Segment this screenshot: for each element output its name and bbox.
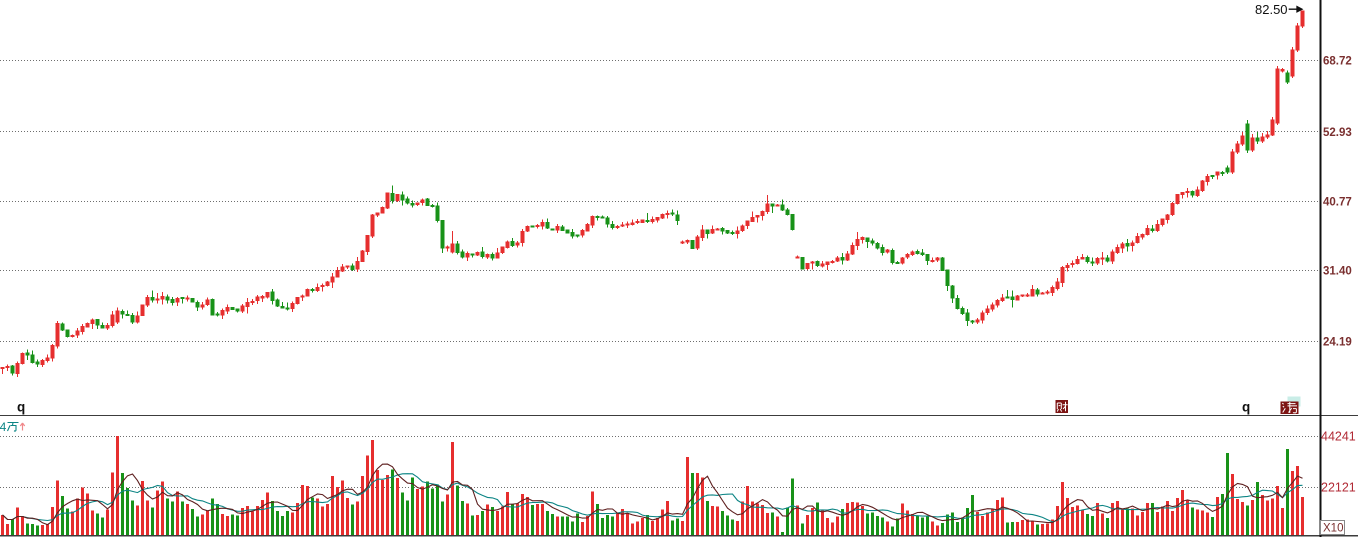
svg-text:24.19: 24.19	[1323, 337, 1352, 349]
svg-text:52.93: 52.93	[1323, 127, 1352, 139]
svg-text:X10: X10	[1323, 523, 1343, 535]
svg-text:q: q	[1242, 400, 1250, 415]
svg-text:04: 04	[0, 420, 7, 434]
svg-text:22121: 22121	[1321, 481, 1356, 495]
svg-text:82.50: 82.50	[1255, 2, 1288, 17]
svg-text:40.77: 40.77	[1323, 197, 1352, 209]
svg-text:q: q	[17, 400, 25, 415]
svg-text:68.72: 68.72	[1323, 56, 1352, 68]
svg-text:31.40: 31.40	[1323, 266, 1352, 278]
svg-text:44241: 44241	[1321, 430, 1356, 444]
